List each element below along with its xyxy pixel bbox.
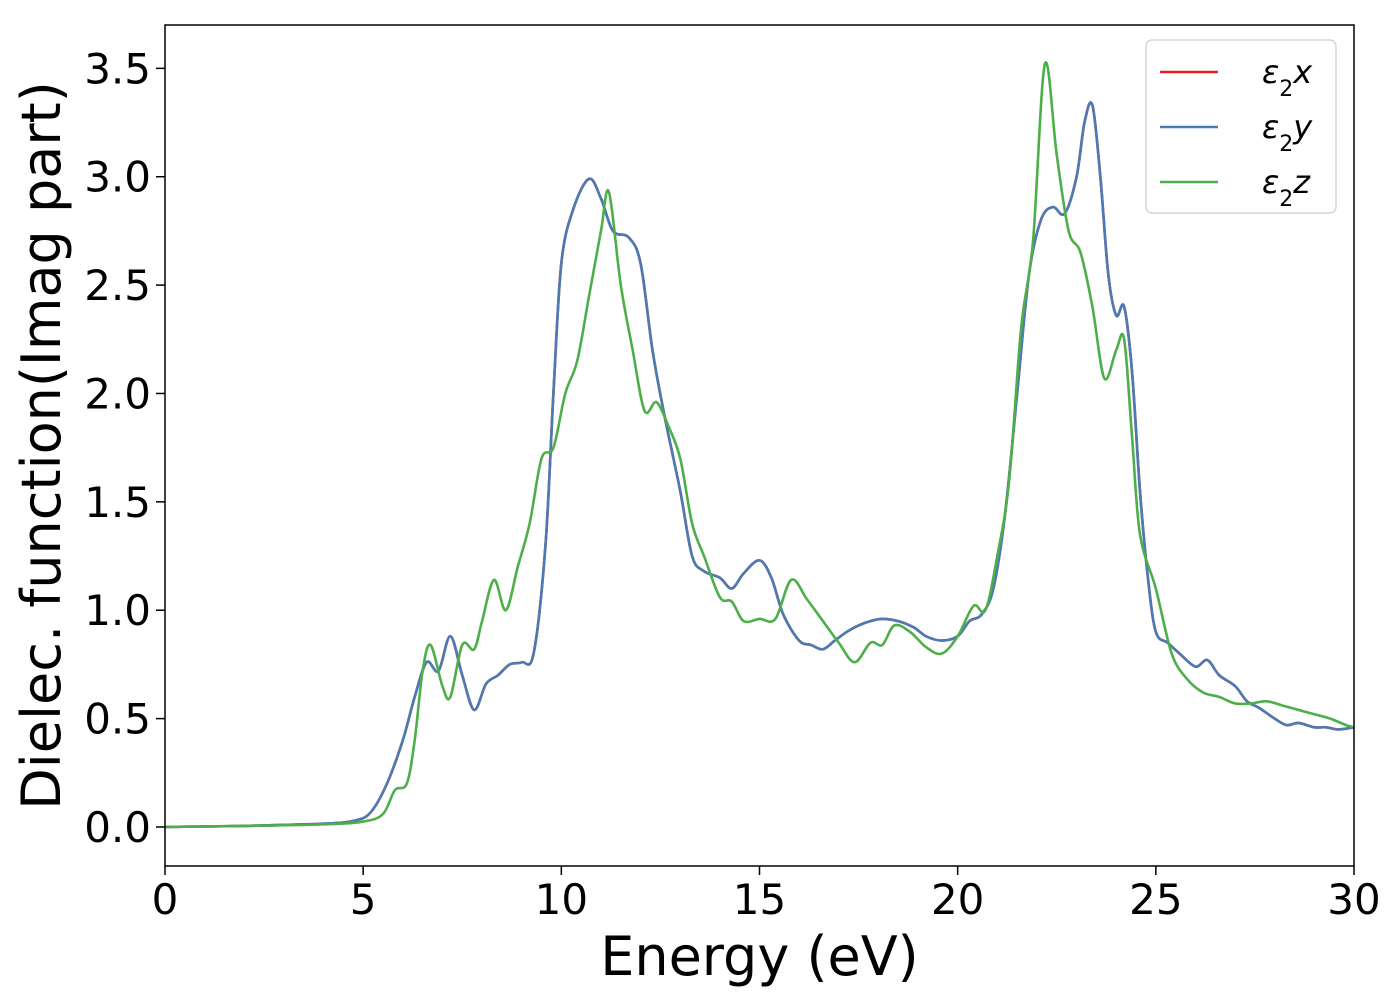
series-layer	[165, 60, 1354, 829]
series-line-z	[165, 60, 1354, 829]
x-tick-label: 20	[931, 875, 984, 924]
x-tick-label: 25	[1129, 875, 1182, 924]
x-tick-label: 30	[1327, 875, 1380, 924]
y-tick-label: 2.0	[84, 369, 151, 418]
y-tick-label: 1.0	[84, 586, 151, 635]
y-tick-label: 1.5	[84, 478, 151, 527]
x-axis-ticks: 0 5 10 15 20 25 30	[152, 866, 1381, 924]
y-axis-ticks: 0.0 0.5 1.0 1.5 2.0 2.5 3.0 3.5	[84, 44, 165, 852]
x-tick-label: 0	[152, 875, 179, 924]
y-tick-label: 3.0	[84, 153, 151, 202]
series-line-y	[165, 101, 1354, 829]
legend-label-z: ε2z	[1262, 163, 1311, 212]
y-tick-label: 3.5	[84, 44, 151, 93]
x-tick-label: 15	[733, 875, 786, 924]
legend-box	[1145, 39, 1337, 214]
y-tick-label: 2.5	[84, 261, 151, 310]
y-tick-label: 0.0	[84, 803, 151, 852]
x-tick-label: 10	[535, 875, 588, 924]
y-tick-label: 0.5	[84, 695, 151, 744]
plot-area	[164, 24, 1355, 867]
y-axis-title: Dielec. function(Imag part)	[10, 81, 73, 810]
legend: ε2x ε2y ε2z	[1145, 39, 1337, 214]
legend-label-x: ε2x	[1262, 53, 1313, 102]
x-tick-label: 5	[350, 875, 377, 924]
legend-label-y: ε2y	[1262, 108, 1313, 157]
x-axis-title: Energy (eV)	[600, 925, 919, 988]
